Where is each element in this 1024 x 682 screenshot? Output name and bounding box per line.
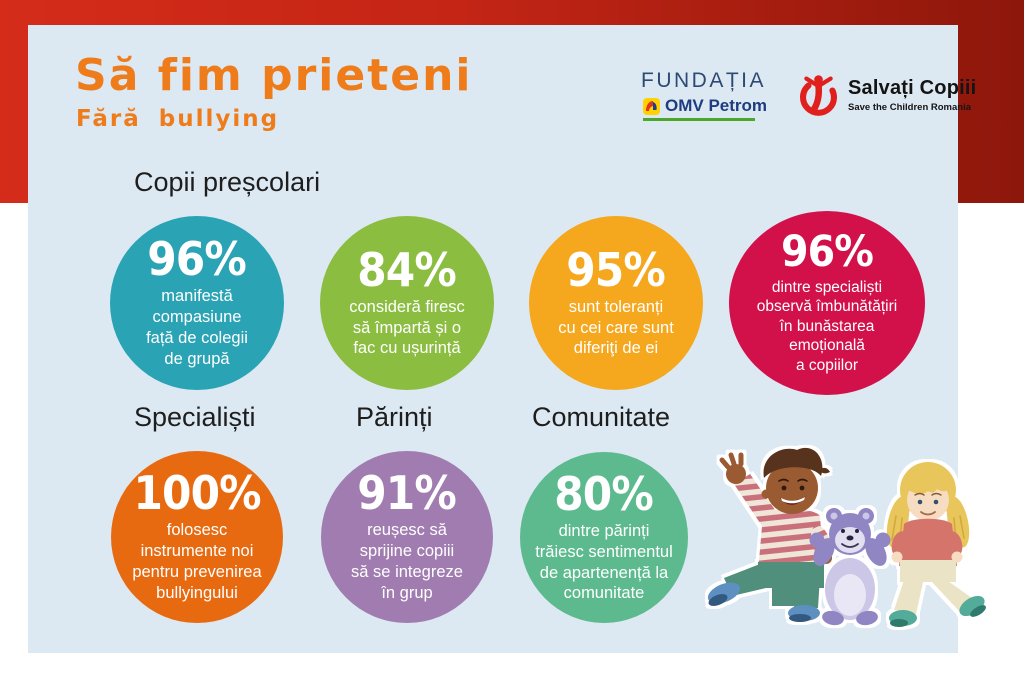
stat-percent: 91% <box>357 466 457 521</box>
stat-percent: 96% <box>781 227 874 278</box>
stat-circle-comunitate-apartenenta: 80% dintre părinți trăiesc sentimentul d… <box>520 452 688 623</box>
save-the-children-tagline: Save the Children Romania <box>848 101 972 113</box>
stat-circle-prescolari-impart: 84% consideră firesc să împartă și o fac… <box>320 216 494 390</box>
stat-circle-prescolari-compasiune: 96% manifestă compasiune față de colegii… <box>110 216 284 390</box>
save-the-children-emblem-icon <box>796 72 841 117</box>
stat-percent: 95% <box>566 242 666 297</box>
stat-description: reușesc să sprijine copiii să se integre… <box>351 521 463 602</box>
stat-description: dintre părinți trăiesc sentimentul de ap… <box>535 521 673 603</box>
stat-description: dintre specialiști observă îmbunătățiri … <box>756 279 898 374</box>
salvati-copiii-logo: Salvați Copiii Save the Children Romania <box>796 72 976 117</box>
stat-percent: 80% <box>554 466 654 521</box>
salvati-copiii-wordmark: Salvați Copiii <box>848 76 977 99</box>
stat-circle-specialisti-instrumente: 100% folosesc instrumente noi pentru pre… <box>111 451 283 623</box>
omv-petrom-wordmark: OMV Petrom <box>665 96 768 115</box>
fundatia-omv-petrom-logo: FUNDAȚIA OMV Petrom <box>641 69 767 121</box>
stat-description: consideră firesc să împartă și o fac cu … <box>349 297 465 358</box>
page-subtitle: Fără bullying <box>76 106 280 132</box>
stat-circle-prescolari-toleranti: 95% sunt toleranți cu cei care sunt dife… <box>529 216 703 390</box>
heading-comunitate: Comunitate <box>532 402 671 432</box>
omv-green-underline <box>643 118 755 121</box>
heading-specialisti: Specialiști <box>134 402 256 432</box>
page-title: Să fim prieteni <box>75 50 473 101</box>
omv-petrom-icon <box>643 97 660 115</box>
stat-circle-parinti-sprijin: 91% reușesc să sprijine copiii să se int… <box>321 451 493 623</box>
stat-circle-specialisti-bunastare: 96% dintre specialiști observă îmbunătăț… <box>729 211 925 395</box>
stat-percent: 96% <box>147 232 247 287</box>
fundatia-wordmark: FUNDAȚIA <box>641 69 766 92</box>
stat-percent: 84% <box>357 242 457 297</box>
stat-description: sunt toleranți cu cei care sunt diferiţi… <box>558 297 674 358</box>
stat-description: folosesc instrumente noi pentru prevenir… <box>132 521 262 602</box>
children-with-teddy-illustration <box>700 412 992 648</box>
heading-parinti: Părinți <box>356 402 433 432</box>
stat-description: manifestă compasiune față de colegii de … <box>146 287 248 368</box>
heading-copii-prescolari: Copii preșcolari <box>134 167 321 197</box>
stat-percent: 100% <box>133 466 261 521</box>
